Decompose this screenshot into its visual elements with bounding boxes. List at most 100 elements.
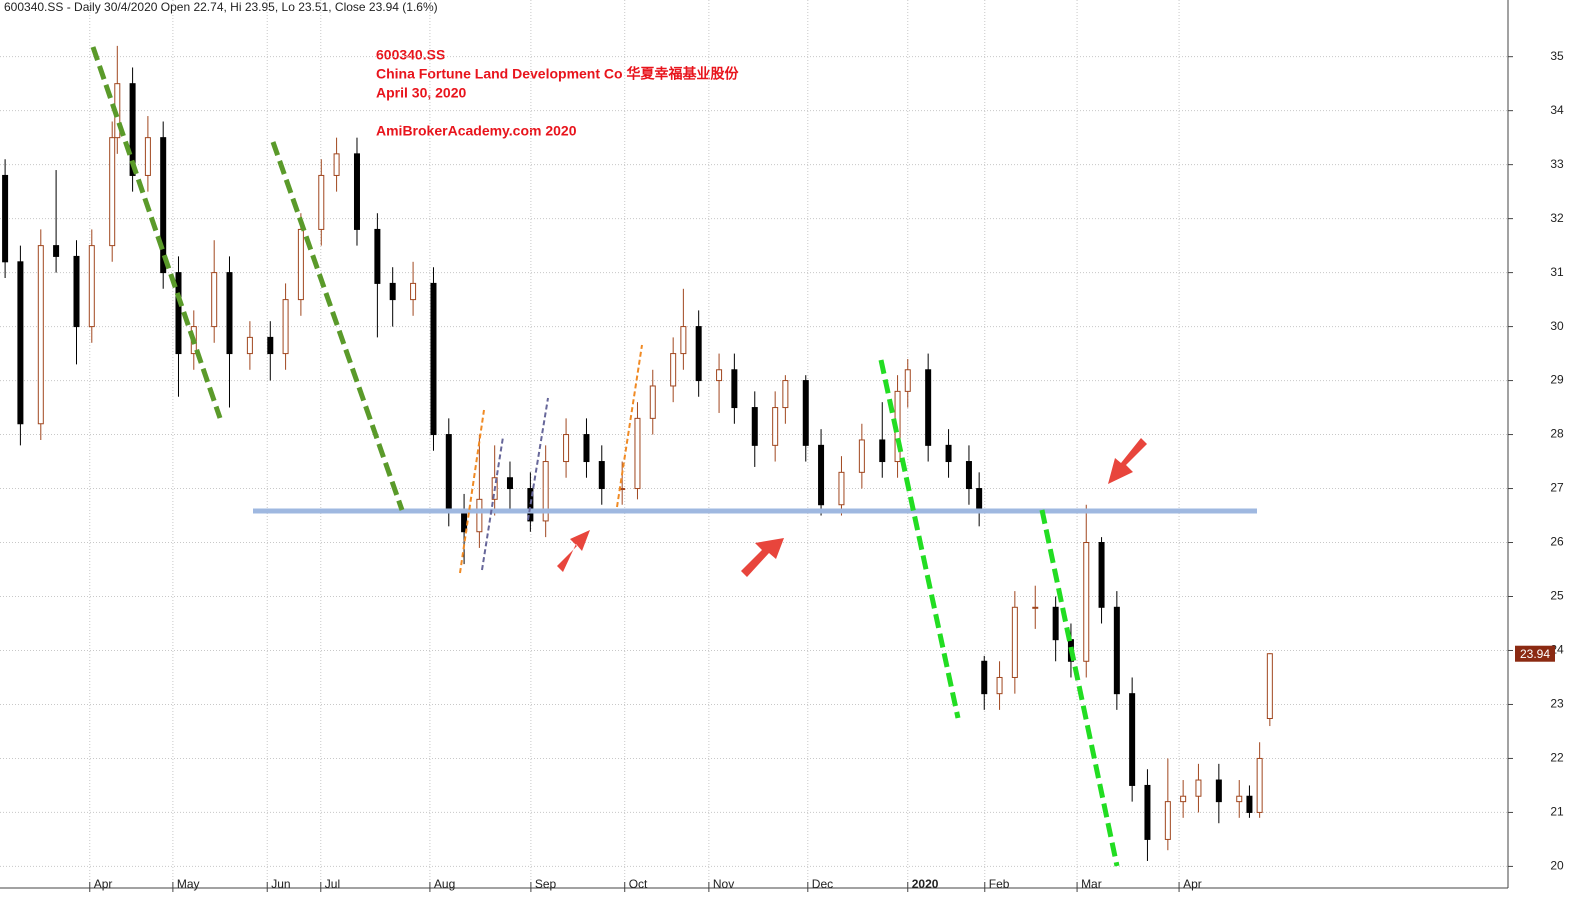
candle-body [226,272,233,355]
candle-body [965,461,972,490]
candle-body [109,137,116,247]
candle-body [1083,542,1090,662]
candle-body [160,137,167,274]
candle-body [634,417,641,490]
candle-body [445,434,452,511]
candle-body [1246,795,1253,813]
candle-body [129,83,136,176]
candle-body [175,272,182,355]
candle-body [782,380,789,409]
candle-body [1164,801,1171,840]
candle-body [670,353,677,387]
x-tick-label: Mar [1081,877,1102,891]
candle-body [1011,606,1018,678]
x-tick-label: Apr [1183,877,1202,891]
y-tick-label: 29 [1550,373,1564,387]
candle-body [1032,606,1039,609]
candle-body [598,461,605,490]
candle-body [297,228,304,301]
x-tick-label: Jul [325,877,340,891]
candle-body [751,407,758,446]
candle-body [772,407,779,446]
candle-body [374,228,381,284]
x-tick-label: 2020 [912,877,939,891]
x-tick-label: Jun [271,877,290,891]
candle-body [858,439,865,473]
candle-body [583,434,590,463]
candle-body [318,174,325,230]
candle-body [88,245,95,328]
candle-body [976,488,983,511]
candle-body [2,174,9,263]
candle-body [542,461,549,522]
candle-body [211,272,218,328]
trend-lines [90,46,405,511]
candle-body [1144,784,1151,840]
candle-body [716,369,723,382]
candle-body [430,282,437,436]
candle-body [506,477,513,490]
candle-body [731,369,738,409]
y-tick-label: 33 [1550,157,1564,171]
y-tick-label: 20 [1550,859,1564,873]
header: 600340.SS - Daily 30/4/2020 Open 22.74, … [4,0,438,14]
annotations [90,46,1257,867]
x-tick-label: Nov [713,877,734,891]
candle-body [1256,757,1263,813]
y-tick-label: 34 [1550,103,1564,117]
trend-lines-bright [878,359,1120,867]
x-tick-label: Oct [629,877,648,891]
candle-body [1098,542,1105,608]
candle-body [144,137,151,176]
y-tick-label: 35 [1550,49,1564,63]
candle-body [1113,606,1120,695]
y-tick-label: 21 [1550,805,1564,819]
candle-body [1195,779,1202,797]
candle-body [1052,606,1059,641]
y-tick-label: 26 [1550,535,1564,549]
candle-body [802,380,809,446]
candle-body [680,326,687,355]
x-tick-label: Apr [94,877,113,891]
arrows [557,438,1147,577]
candle-body [246,336,253,355]
candle-body [818,444,825,506]
x-tick-label: Dec [812,877,833,891]
y-tick-label: 25 [1550,589,1564,603]
last-price-box [1515,645,1555,662]
candle-body [1236,795,1243,803]
x-tick-label: Sep [535,877,557,891]
title-line: China Fortune Land Development Co 华夏幸福基业… [376,66,739,82]
candle-body [1180,795,1187,803]
candle-body [879,439,886,463]
candle-body [53,245,60,257]
candle-body [904,369,911,392]
y-tick-label: 32 [1550,211,1564,225]
title-line: April 30, 2020 [376,85,466,101]
candle-body [838,471,845,506]
candle-body [73,255,80,328]
y-tick-label: 27 [1550,481,1564,495]
title-line: AmiBrokerAcademy.com 2020 [376,123,577,139]
candle-body [695,326,702,382]
y-tick-label: 22 [1550,751,1564,765]
candle-body [1215,779,1222,803]
candle-body [1129,693,1136,786]
candle-body [996,676,1003,695]
candle-body [282,299,289,355]
candle-body [389,282,396,301]
candle-body [267,336,274,355]
candle-body [37,245,44,425]
candle-body [353,153,360,230]
last-price-label: 23.94 [1520,647,1550,661]
candle-body [1266,653,1273,719]
candle-body [563,434,570,463]
candle-body [527,488,534,522]
y-tick-label: 30 [1550,319,1564,333]
candle-body [649,385,656,419]
x-tick-label: Aug [434,877,455,891]
candle-body [476,498,483,533]
title-line: 600340.SS [376,47,445,63]
